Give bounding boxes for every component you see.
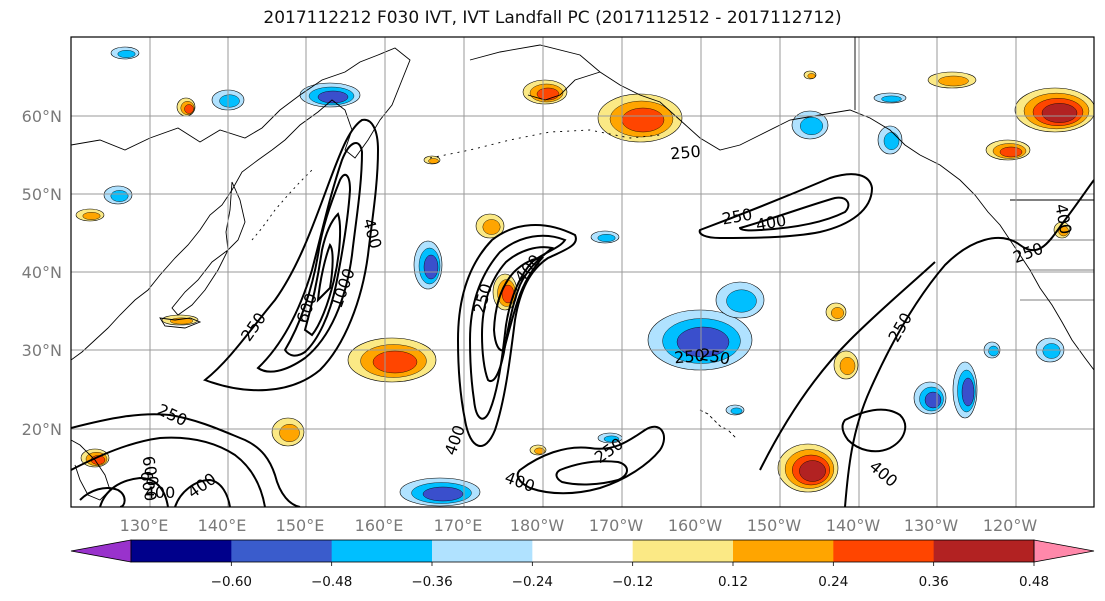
lon-label: 170°E: [434, 516, 483, 535]
colorbar-tick-label: 0.36: [919, 574, 949, 590]
anomaly-patch-negative: [988, 345, 999, 357]
anomaly-patch-negative: [117, 50, 136, 58]
anomaly-patch-positive: [279, 424, 300, 442]
anomaly-patch-strong-positive: [999, 146, 1023, 158]
anomaly-patch-negative: [1042, 343, 1061, 359]
colorbar-segment: [532, 540, 634, 562]
lon-label: 150°E: [276, 516, 325, 535]
shaded-anomalies: [75, 46, 1094, 507]
colorbar-segment: [231, 540, 333, 562]
lat-label: 30°N: [22, 341, 62, 360]
anomaly-patch-very-strong-positive: [1041, 103, 1078, 123]
anomaly-patch-negative: [730, 407, 743, 415]
colorbar-segment: [432, 540, 533, 562]
colorbar-arrow-left: [70, 539, 132, 563]
coastlines: [71, 37, 1094, 501]
colorbar-tick-label: −0.60: [211, 574, 252, 590]
lat-label: 20°N: [22, 420, 62, 439]
anomaly-patch-deep-negative: [924, 391, 942, 409]
colorbar-tick-label: 0.24: [818, 574, 848, 590]
ivt-contours: [71, 118, 1094, 507]
contour-label: 400: [145, 483, 176, 502]
lon-label: 130°E: [120, 516, 169, 535]
colorbar-tick-label: −0.36: [411, 574, 452, 590]
anomaly-patch-deep-negative: [423, 254, 439, 280]
colorbar-tick-label: −0.48: [311, 574, 352, 590]
colorbar-segment: [131, 540, 232, 562]
colorbar-segment: [833, 540, 935, 562]
colorbar-tick-label: 0.48: [1019, 574, 1049, 590]
colorbar-segment: [632, 540, 734, 562]
anomaly-patch-positive: [839, 357, 856, 375]
anomaly-patch-negative: [603, 435, 620, 443]
anomaly-patch-negative: [597, 234, 616, 242]
anomaly-patch-deep-negative: [317, 90, 349, 104]
latitude-labels: 60°N 50°N 40°N 30°N 20°N: [22, 107, 62, 439]
anomaly-patch-negative: [726, 289, 757, 313]
anomaly-patch-negative: [219, 94, 240, 108]
anomaly-patch-strong-positive: [372, 350, 418, 374]
longitude-labels: 130°E 140°E 150°E 160°E 170°E 180°W 170°W 160°W…: [120, 516, 1038, 535]
anomaly-patch-positive: [807, 73, 816, 79]
lon-label: 160°E: [355, 516, 404, 535]
colorbar: [70, 539, 1095, 563]
anomaly-patch-positive: [534, 447, 545, 455]
anomaly-patch-positive: [938, 75, 969, 87]
lat-label: 40°N: [22, 263, 62, 282]
anomaly-patch-very-strong-positive: [799, 460, 826, 482]
colorbar-tick-label: 0.12: [718, 574, 748, 590]
anomaly-patch-strong-positive: [184, 104, 194, 114]
colorbar-tick-label: −0.12: [612, 574, 653, 590]
anomaly-patch-positive: [482, 219, 501, 235]
colorbar-frame: [130, 539, 1035, 563]
lon-label: 140°W: [826, 516, 881, 535]
anomaly-patch-negative: [883, 132, 900, 150]
anomaly-patch-strong-positive: [621, 107, 665, 133]
map-title: 2017112212 F030 IVT, IVT Landfall PC (20…: [263, 8, 842, 28]
lon-label: 180°W: [510, 516, 565, 535]
colorbar-segment: [331, 540, 433, 562]
anomaly-patch-negative: [881, 95, 902, 103]
lon-label: 130°W: [904, 516, 959, 535]
anomaly-patch-negative: [800, 117, 823, 135]
lon-label: 150°W: [747, 516, 802, 535]
anomaly-patch-positive: [831, 307, 844, 319]
map-frame: [70, 36, 1095, 508]
lat-label: 60°N: [22, 107, 62, 126]
colorbar-tick-labels: −0.60 −0.48 −0.36 −0.24 −0.12 0.12 0.24 0.36 0.4…: [211, 562, 1049, 590]
contour-label: 250: [673, 346, 705, 368]
lon-label: 120°W: [983, 516, 1038, 535]
lat-label: 50°N: [22, 185, 62, 204]
anomaly-patch-deep-negative: [422, 486, 464, 502]
lon-label: 160°W: [668, 516, 723, 535]
colorbar-tick-label: −0.24: [512, 574, 553, 590]
anomaly-patch-positive: [1058, 225, 1069, 237]
lon-label: 170°W: [589, 516, 644, 535]
anomaly-patch-negative: [110, 190, 129, 202]
anomaly-patch-positive: [82, 212, 101, 220]
contour-label: 250: [669, 142, 701, 164]
anomaly-patch-deep-negative: [961, 377, 975, 407]
colorbar-segment: [733, 540, 834, 562]
anomaly-patch-positive: [428, 158, 439, 164]
lon-label: 140°E: [198, 516, 247, 535]
colorbar-segment: [933, 540, 1035, 562]
colorbar-arrow-right: [1033, 539, 1095, 563]
